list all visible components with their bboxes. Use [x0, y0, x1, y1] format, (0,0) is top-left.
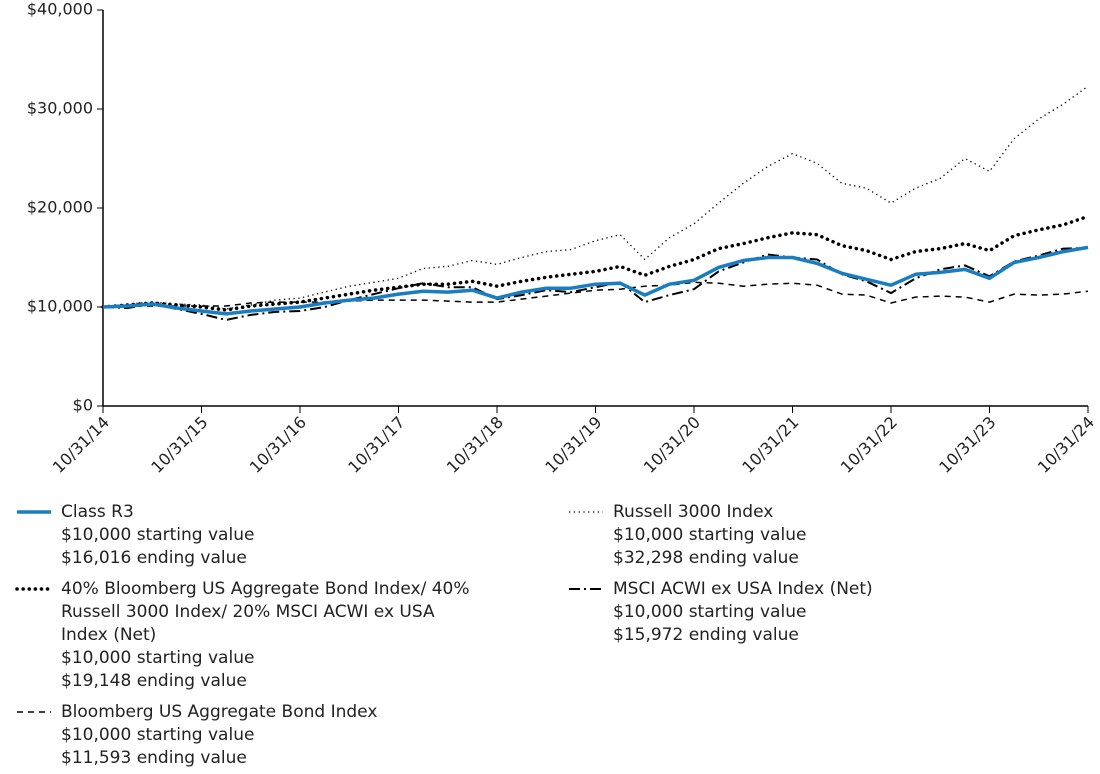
series-line [102, 245, 1089, 316]
x-tick-label: 10/31/14 [49, 413, 113, 477]
legend-detail: $32,298 ending value [613, 548, 799, 568]
legend-swatch [569, 511, 603, 513]
legend-label: Bloomberg US Aggregate Bond Index [61, 702, 378, 722]
series-line [101, 214, 1090, 312]
legend-item: 40% Bloomberg US Aggregate Bond Index/ 4… [15, 578, 485, 693]
legend-detail: $11,593 ending value [61, 748, 247, 768]
legend-label: MSCI ACWI ex USA Index (Net) [613, 579, 873, 599]
legend-swatch [17, 711, 51, 713]
legend-swatch [15, 587, 53, 591]
legend-item: MSCI ACWI ex USA Index (Net) $10,000 star… [567, 578, 1067, 647]
legend-swatch [569, 588, 603, 590]
x-tick-label: 10/31/19 [541, 413, 605, 477]
legend-detail: $10,000 starting value [61, 648, 255, 668]
y-tick-label: $10,000 [27, 297, 93, 316]
x-tick-label: 10/31/16 [246, 413, 310, 477]
legend-label: Russell 3000 Index [613, 502, 774, 522]
x-tick-label: 10/31/17 [344, 413, 408, 477]
legend-detail: $10,000 starting value [61, 725, 255, 745]
chart: $0 $10,000 $20,000 $30,000 $40,000 10/31/14 10… [27, 0, 1098, 477]
legend-detail: $10,000 starting value [613, 602, 807, 622]
series-line [102, 281, 1089, 308]
legend-detail: $16,016 ending value [61, 548, 247, 568]
legend-item: Class R3 $10,000 starting value $16,016 en… [15, 501, 515, 570]
legend-detail: $15,972 ending value [613, 625, 799, 645]
legend-swatch [17, 510, 51, 514]
legend-item: Russell 3000 Index $10,000 starting value… [567, 501, 1067, 570]
legend-detail: $19,148 ending value [61, 671, 247, 691]
x-tick-label: 10/31/18 [443, 413, 507, 477]
legend-detail: $10,000 starting value [61, 525, 255, 545]
x-tick-label: 10/31/23 [935, 413, 999, 477]
y-tick-label: $40,000 [27, 0, 93, 19]
x-tick-label: 10/31/24 [1034, 413, 1098, 477]
y-tick-label: $30,000 [27, 99, 93, 118]
x-tick-label: 10/31/22 [837, 413, 901, 477]
y-tick-label: $0 [73, 396, 93, 415]
x-tick-label: 10/31/15 [147, 413, 211, 477]
x-tick-label: 10/31/21 [738, 413, 802, 477]
legend-detail: $10,000 starting value [613, 525, 807, 545]
series-line [102, 85, 1089, 310]
legend-label: Class R3 [61, 502, 134, 522]
x-tick-label: 10/31/20 [640, 413, 704, 477]
y-tick-label: $20,000 [27, 198, 93, 217]
legend-label: 40% Bloomberg US Aggregate Bond Index/ 4… [61, 579, 470, 645]
legend-item: Bloomberg US Aggregate Bond Index $10,000… [15, 701, 515, 770]
